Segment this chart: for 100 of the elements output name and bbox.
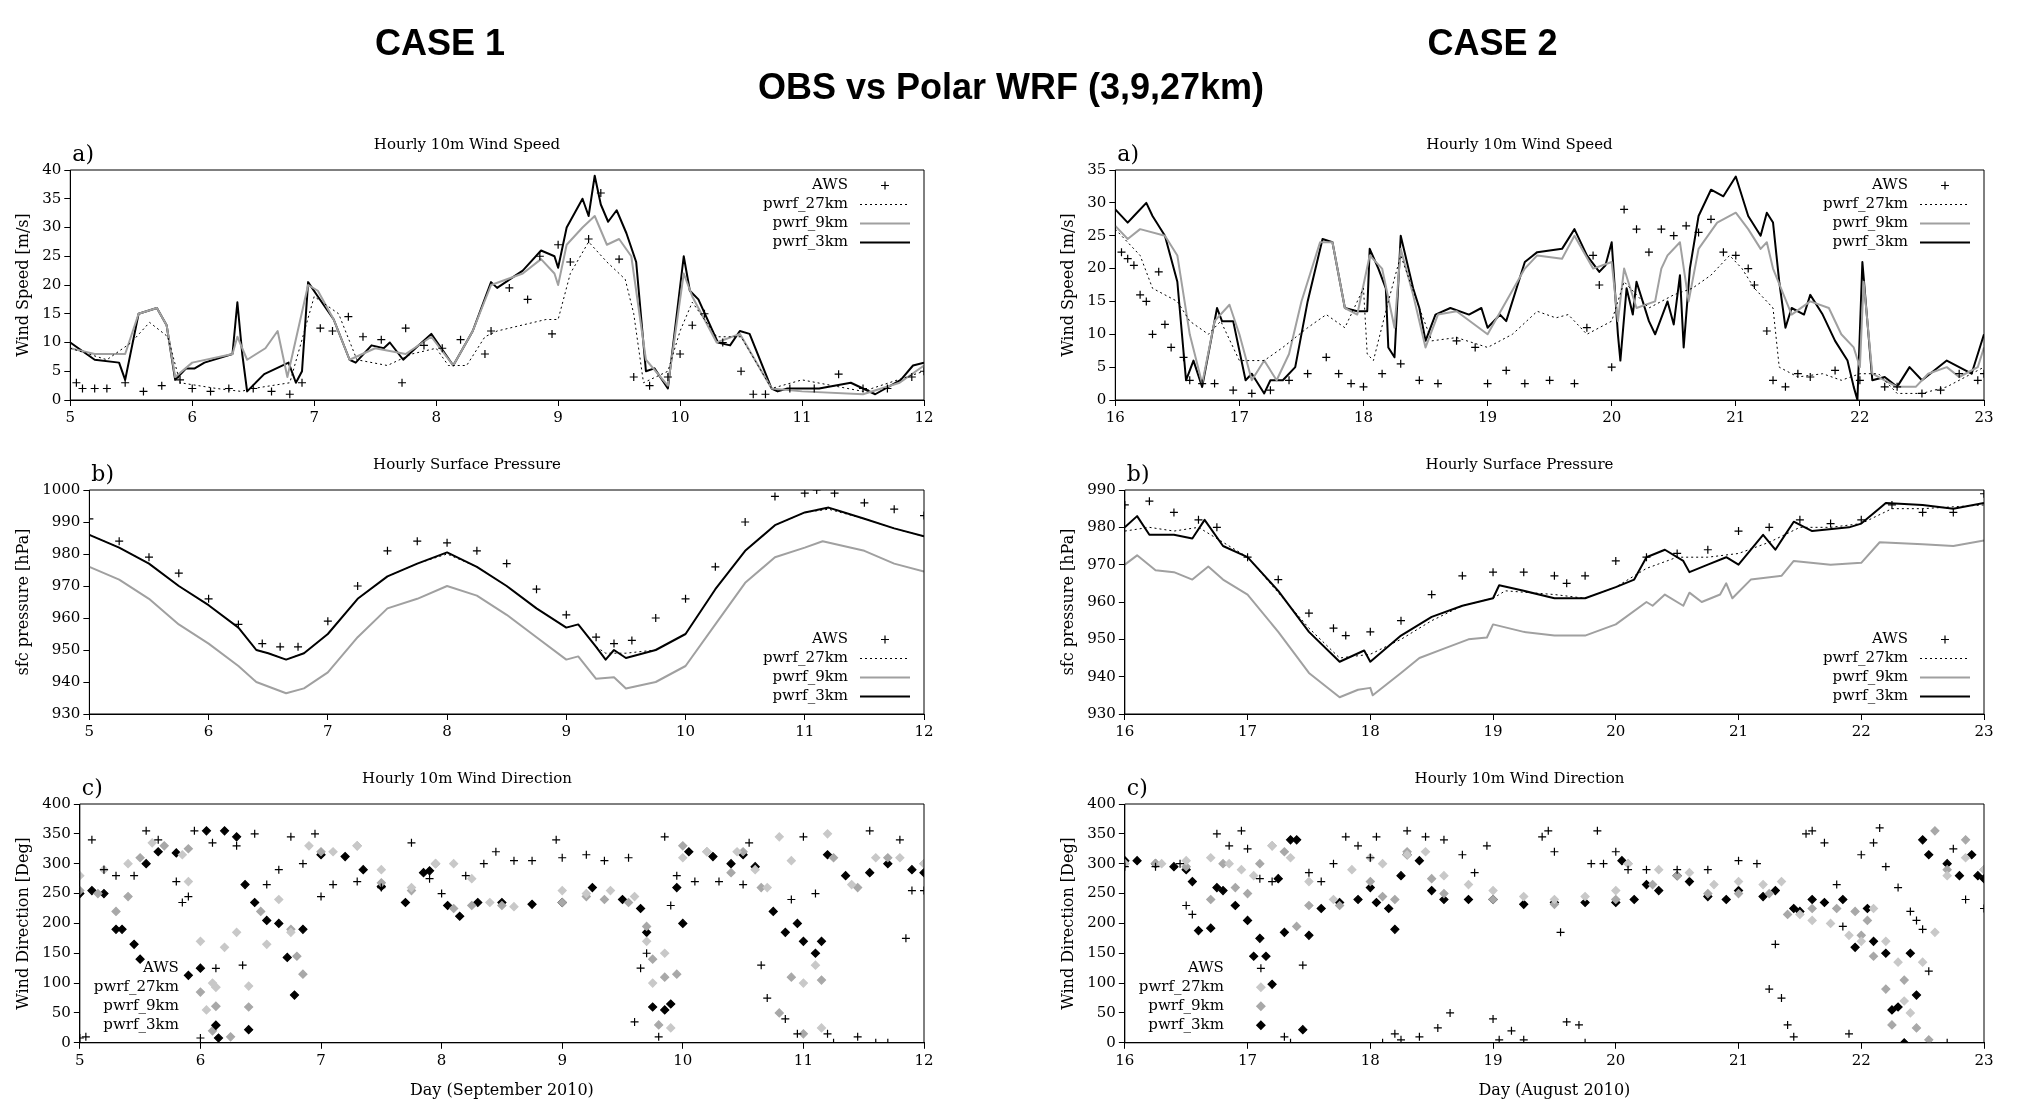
legend-label: pwrf_3km — [772, 232, 848, 251]
text: CASE 1 — [374, 22, 506, 64]
x-tick-label: 17 — [1238, 721, 1258, 740]
y-tick-label: 150 — [1087, 943, 1116, 962]
legend-label: pwrf_27km — [1138, 977, 1224, 996]
y-tick-label: 960 — [1087, 591, 1116, 610]
y-tick-label: 10 — [1087, 324, 1107, 343]
x-tick-label: 11 — [795, 721, 815, 740]
text: c) — [81, 774, 103, 800]
y-tick-label: 20 — [42, 274, 62, 293]
legend-label: pwrf_3km — [1148, 1015, 1224, 1034]
x-tick-label: 16 — [1115, 721, 1135, 740]
x-tick-label: 7 — [323, 721, 333, 740]
y-tick-label: 970 — [51, 575, 81, 594]
y-tick-label: 150 — [42, 943, 71, 962]
y-tick-label: 10 — [42, 332, 62, 351]
y-tick-label: 930 — [1087, 703, 1116, 722]
chart-title: Hourly 10m Wind Speed — [1426, 134, 1614, 153]
x-tick-label: 19 — [1483, 1050, 1503, 1069]
y-axis-title: Wind Speed [m/s] — [1057, 213, 1077, 357]
y-tick-label: 5 — [51, 361, 62, 380]
y-tick-label: 0 — [1106, 1032, 1116, 1051]
x-tick-label: 8 — [431, 407, 441, 426]
x-tick-label: 6 — [195, 1050, 206, 1069]
y-axis-title: Wind Speed [m/s] — [12, 213, 32, 357]
x-tick-label: 12 — [914, 721, 934, 740]
y-tick-label: 30 — [1087, 192, 1107, 211]
y-tick-label: 930 — [51, 703, 81, 722]
y-tick-label: 5 — [1096, 357, 1107, 376]
x-tick-label: 11 — [793, 1050, 813, 1069]
y-axis-title: Wind Direction [Deg] — [12, 837, 32, 1010]
chart-title: Hourly 10m Wind Direction — [362, 768, 573, 787]
x-tick-label: 22 — [1850, 407, 1870, 426]
y-tick-label: 15 — [42, 303, 62, 322]
x-tick-label: 17 — [1238, 1050, 1258, 1069]
y-tick-label: 960 — [51, 607, 81, 626]
x-tick-label: 9 — [553, 407, 563, 426]
legend-label: AWS — [1186, 958, 1224, 977]
x-tick-label: 11 — [792, 407, 812, 426]
legend-label: pwrf_3km — [1832, 686, 1908, 705]
legend-label: pwrf_27km — [93, 977, 179, 996]
x-axis-title: Day (September 2010) — [409, 1079, 594, 1099]
x-tick-label: 19 — [1483, 721, 1503, 740]
x-tick-label: 22 — [1851, 1050, 1871, 1069]
y-tick-label: 350 — [1087, 823, 1116, 842]
y-tick-label: 990 — [51, 511, 81, 530]
x-tick-label: 12 — [914, 407, 934, 426]
y-tick-label: 950 — [1087, 629, 1116, 648]
x-tick-label: 10 — [675, 721, 696, 740]
chart-title: Hourly Surface Pressure — [373, 454, 562, 473]
x-tick-label: 20 — [1606, 721, 1626, 740]
x-tick-label: 6 — [187, 407, 198, 426]
x-tick-label: 10 — [673, 1050, 693, 1069]
x-tick-label: 21 — [1726, 407, 1746, 426]
text: b) — [91, 460, 115, 486]
legend-label: pwrf_3km — [772, 686, 848, 705]
y-tick-label: 250 — [1087, 883, 1116, 902]
x-tick-label: 9 — [557, 1050, 567, 1069]
legend-label: AWS — [811, 175, 848, 194]
legend-label: pwrf_9km — [1832, 213, 1908, 232]
text: a) — [1117, 140, 1139, 166]
y-tick-label: 25 — [42, 246, 62, 265]
y-axis-title: sfc pressure [hPa] — [12, 528, 32, 676]
legend-label: pwrf_27km — [762, 194, 848, 213]
legend-label: AWS — [811, 629, 848, 648]
y-tick-label: 980 — [51, 543, 81, 562]
y-tick-label: 0 — [1096, 389, 1107, 408]
chart-title: Hourly 10m Wind Direction — [1414, 768, 1625, 787]
legend-label: pwrf_9km — [103, 996, 179, 1015]
x-tick-label: 18 — [1360, 721, 1380, 740]
x-tick-label: 23 — [1974, 1050, 1994, 1069]
y-tick-label: 940 — [1087, 666, 1116, 685]
y-tick-label: 970 — [1087, 554, 1116, 573]
y-tick-label: 0 — [61, 1032, 71, 1051]
y-axis-title: sfc pressure [hPa] — [1057, 528, 1077, 676]
legend-label: pwrf_9km — [772, 667, 848, 686]
x-tick-label: 7 — [309, 407, 319, 426]
y-tick-label: 1000 — [42, 479, 81, 498]
y-tick-label: 200 — [42, 913, 71, 932]
legend-label: pwrf_27km — [1822, 194, 1908, 213]
y-tick-label: 300 — [42, 853, 71, 872]
x-tick-label: 5 — [84, 721, 95, 740]
y-tick-label: 15 — [1087, 291, 1107, 310]
y-tick-label: 990 — [1087, 479, 1116, 498]
legend-label: pwrf_27km — [762, 648, 848, 667]
y-tick-label: 100 — [1087, 972, 1116, 991]
x-tick-label: 19 — [1478, 407, 1498, 426]
y-tick-label: 400 — [1087, 793, 1116, 812]
legend-label: AWS — [141, 958, 179, 977]
x-tick-label: 22 — [1851, 721, 1871, 740]
y-tick-label: 35 — [1087, 159, 1107, 178]
x-tick-label: 21 — [1728, 1050, 1749, 1069]
legend-label: pwrf_9km — [772, 213, 848, 232]
y-tick-label: 50 — [51, 1002, 71, 1021]
legend-label: AWS — [1871, 175, 1908, 194]
x-tick-label: 18 — [1353, 407, 1374, 426]
y-tick-label: 35 — [42, 188, 62, 207]
y-tick-label: 20 — [1087, 258, 1107, 277]
legend-label: AWS — [1871, 629, 1908, 648]
x-tick-label: 21 — [1728, 721, 1749, 740]
